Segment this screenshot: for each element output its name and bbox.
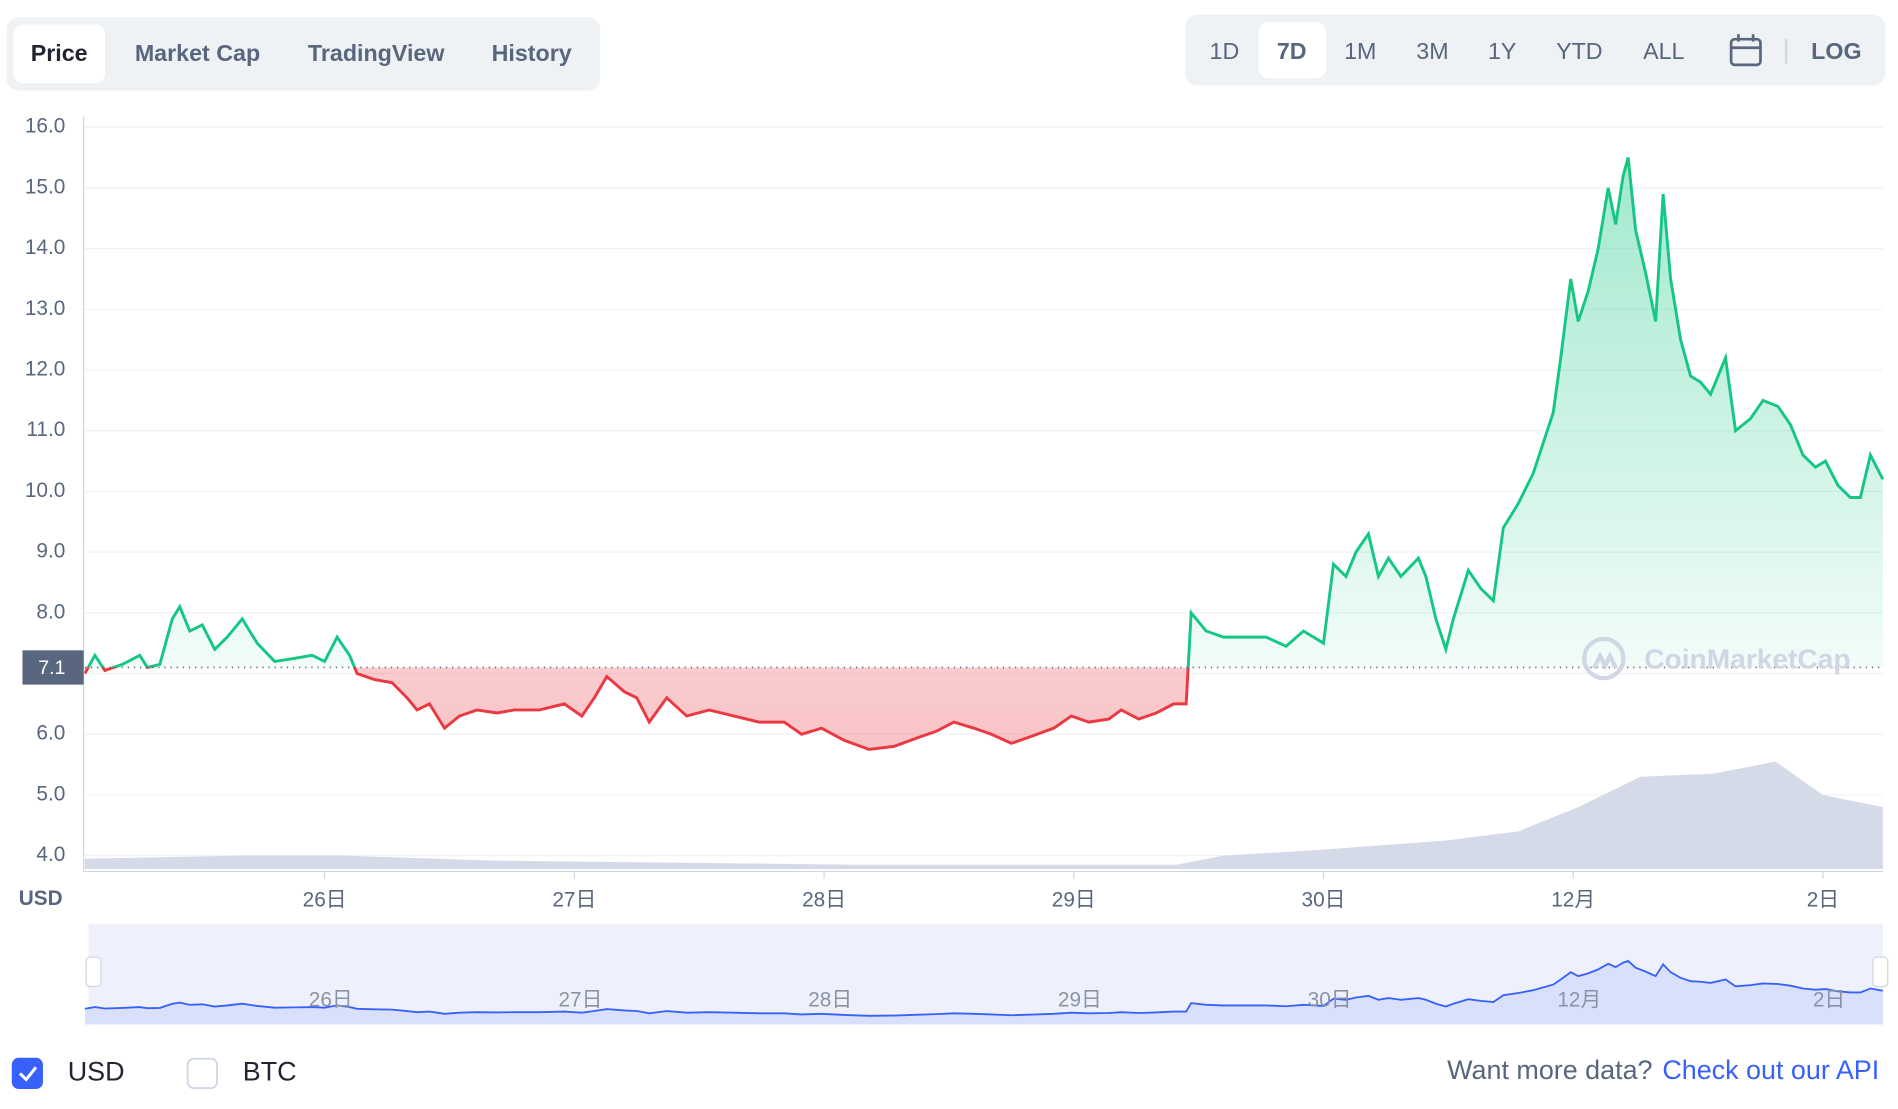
x-tick-label: 2日 <box>1807 888 1839 911</box>
navigator-handle[interactable] <box>85 956 102 988</box>
api-line: Want more data? Check out our API <box>1447 1055 1879 1085</box>
calendar-icon[interactable] <box>1729 34 1762 67</box>
y-tick-label: 11.0 <box>26 418 65 441</box>
range-bar <box>1185 14 1886 86</box>
x-tick-label: 26日 <box>303 888 347 911</box>
y-tick-label: 6.0 <box>36 722 65 745</box>
watermark: CoinMarketCap <box>1644 643 1850 674</box>
tab-bar <box>6 17 601 91</box>
navigator-area <box>84 960 1883 1025</box>
navigator-tick-label: 28日 <box>808 989 852 1012</box>
checkbox[interactable] <box>186 1057 218 1090</box>
volume-area <box>84 761 1883 870</box>
y-tick-label: 4.0 <box>36 843 65 866</box>
x-tick-label: 30日 <box>1302 888 1346 911</box>
log-button[interactable]: LOG <box>1811 38 1861 64</box>
navigator-tick-label: 27日 <box>558 989 602 1012</box>
range-button[interactable]: 1Y <box>1488 38 1516 64</box>
tab[interactable]: History <box>492 40 572 66</box>
y-tick-label: 8.0 <box>36 600 65 623</box>
x-tick-label: 28日 <box>802 888 846 911</box>
check-mark <box>18 1066 38 1082</box>
navigator-tick-label: 30日 <box>1308 989 1352 1012</box>
x-tick-label: 27日 <box>552 888 596 911</box>
price-line-up <box>86 157 1885 668</box>
tab[interactable]: Market Cap <box>135 40 260 66</box>
range-button[interactable]: 1M <box>1344 38 1376 64</box>
range-button[interactable]: 7D <box>1277 38 1307 64</box>
watermark-logo <box>1582 636 1626 681</box>
checkbox-label: USD <box>68 1057 125 1087</box>
checkbox-label: BTC <box>243 1057 297 1087</box>
range-button[interactable]: 3M <box>1416 38 1448 64</box>
y-tick-label: 15.0 <box>25 175 65 198</box>
y-tick-label: 13.0 <box>25 297 65 320</box>
price-line-down <box>83 667 1190 751</box>
navigator-handle[interactable] <box>1872 956 1889 988</box>
y-axis-label: USD <box>19 887 63 910</box>
range-button[interactable]: YTD <box>1556 38 1603 64</box>
y-tick-label: 9.0 <box>36 540 65 563</box>
navigator-tick-label: 12月 <box>1557 989 1601 1012</box>
y-tick-label: 10.0 <box>25 479 65 502</box>
tab[interactable]: Price <box>31 40 88 66</box>
x-tick-label: 12月 <box>1551 888 1595 911</box>
y-tick-label: 16.0 <box>25 115 65 138</box>
tab[interactable]: TradingView <box>308 40 445 66</box>
checkbox[interactable] <box>11 1057 43 1090</box>
baseline-label: 7.1 <box>38 657 65 679</box>
navigator-tick-label: 29日 <box>1058 989 1102 1012</box>
y-tick-label: 12.0 <box>25 358 65 381</box>
range-button[interactable]: ALL <box>1643 38 1684 64</box>
price-area-up <box>88 157 1883 668</box>
api-link[interactable]: Check out our API <box>1662 1055 1879 1085</box>
x-tick-label: 29日 <box>1052 888 1096 911</box>
baseline-tag <box>22 650 84 685</box>
range-active-bg <box>1258 22 1326 79</box>
navigator-tick-label: 2日 <box>1813 989 1845 1012</box>
navigator-tick-label: 26日 <box>309 989 353 1012</box>
price-area-down <box>84 667 1883 750</box>
range-button[interactable]: 1D <box>1210 38 1240 64</box>
y-tick-label: 14.0 <box>25 236 65 259</box>
navigator-line <box>84 959 1884 1017</box>
y-tick-label: 5.0 <box>36 782 65 805</box>
tab-active-bg <box>13 24 106 84</box>
api-prompt: Want more data? <box>1447 1055 1652 1085</box>
